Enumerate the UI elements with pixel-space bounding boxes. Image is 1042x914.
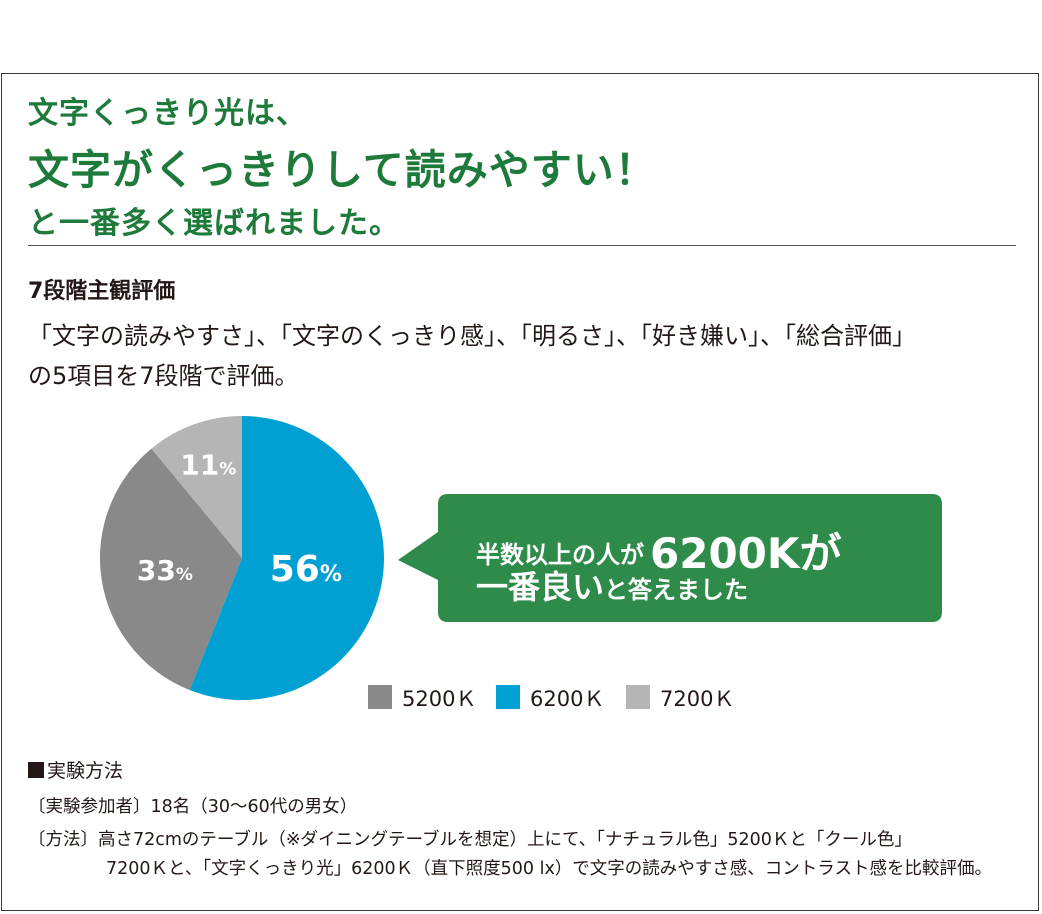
callout-line-2: 一番良いと答えました bbox=[476, 562, 936, 608]
callout-bubble bbox=[398, 494, 942, 622]
divider bbox=[28, 245, 1016, 246]
callout-text-2: 6200Kが bbox=[650, 529, 842, 578]
black-square-icon bbox=[28, 762, 44, 778]
callout-text-3: 一番良い bbox=[476, 568, 605, 606]
headline-line-3: と一番多く選ばれました。 bbox=[28, 206, 400, 241]
method-line-3: 7200Ｋと、「文字くっきり光」6200Ｋ（直下照度500 lx）で文字の読みや… bbox=[106, 859, 992, 879]
method-title-text: 実験方法 bbox=[47, 760, 124, 782]
method-line-1: 〔実験参加者〕18名（30〜60代の男女） bbox=[28, 797, 358, 817]
description-line-2: の5項目を7段階で評価。 bbox=[28, 362, 299, 390]
slice-label-7200: 11% bbox=[180, 448, 236, 481]
legend-swatch-5200 bbox=[368, 685, 392, 709]
headline-line-2: 文字がくっきりして読みやすい！ bbox=[28, 146, 657, 194]
description-line-1: 「文字の読みやすさ」、「文字のくっきり感」、「明るさ」、「好き嫌い」、「総合評価… bbox=[28, 322, 916, 350]
method-line-2: 〔方法〕高さ72cmのテーブル（※ダイニングテーブルを想定）上にて、「ナチュラル… bbox=[28, 830, 912, 850]
pie-slice-5200 bbox=[100, 448, 243, 691]
legend-label-7200: 7200Ｋ bbox=[660, 687, 734, 711]
section-description: 「文字の読みやすさ」、「文字のくっきり感」、「明るさ」、「好き嫌い」、「総合評価… bbox=[28, 316, 1018, 396]
legend-swatch-6200 bbox=[496, 685, 520, 709]
legend-label-6200: 6200Ｋ bbox=[530, 687, 604, 711]
slice-label-6200: 56% bbox=[270, 549, 342, 590]
slice-label-5200: 33% bbox=[137, 554, 193, 587]
headline-line-1: 文字くっきり光は、 bbox=[28, 96, 307, 131]
content-frame bbox=[1, 73, 1039, 911]
pie-slice-7200 bbox=[151, 416, 242, 558]
callout-line-1: 半数以上の人が 6200Kが bbox=[476, 520, 936, 581]
pie-slice-6200 bbox=[189, 416, 384, 700]
callout-text-1: 半数以上の人が bbox=[476, 541, 644, 569]
callout-text-4: と答えました bbox=[604, 576, 749, 604]
section-title: 7段階主観評価 bbox=[28, 279, 176, 304]
legend-swatch-7200 bbox=[626, 685, 650, 709]
legend-label-5200: 5200Ｋ bbox=[402, 687, 476, 711]
method-title: 実験方法 bbox=[28, 756, 123, 783]
